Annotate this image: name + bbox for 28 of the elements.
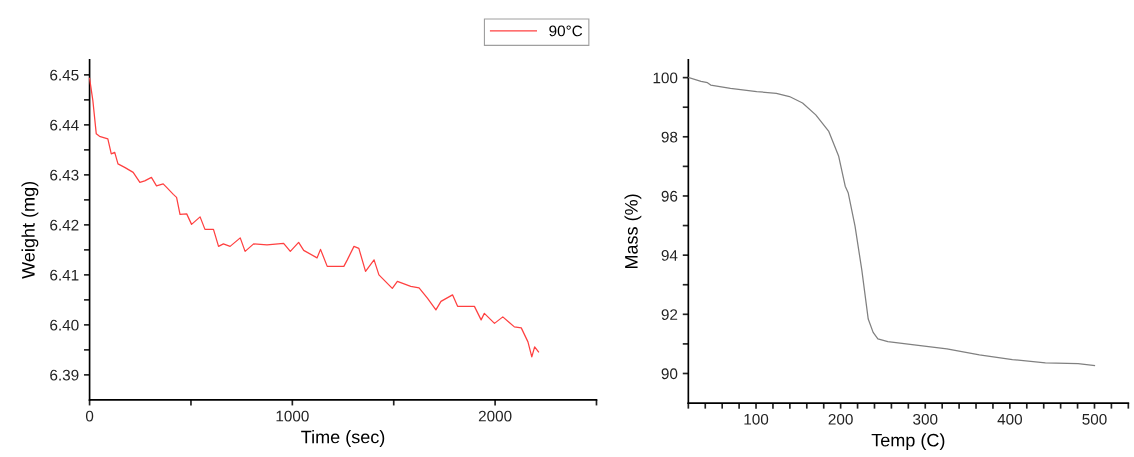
y-tick-label: 6.40 <box>50 319 79 331</box>
x-axis-title: Temp (C) <box>871 433 945 451</box>
x-tick-label: 0 <box>85 410 94 422</box>
y-tick-label: 94 <box>661 250 678 261</box>
x-axis-title: Time (sec) <box>301 430 385 447</box>
line-series <box>688 76 1096 367</box>
y-axis-title: Mass (%) <box>624 194 642 269</box>
line-series <box>88 77 540 358</box>
x-tick-label: 2000 <box>478 410 512 422</box>
y-tick-label: 100 <box>653 72 678 84</box>
y-axis-title: Weight (mg) <box>21 181 39 279</box>
legend-label: 90°C <box>549 25 583 37</box>
y-tick-label: 98 <box>661 131 678 143</box>
x-tick-label: 100 <box>744 413 769 425</box>
y-tick-label: 6.44 <box>50 119 79 131</box>
y-tick-label: 6.43 <box>50 169 79 181</box>
y-tick-label: 90 <box>661 368 678 380</box>
x-tick-label: 300 <box>913 413 938 425</box>
y-tick-label: 6.45 <box>50 69 79 81</box>
y-tick-label: 96 <box>661 190 678 202</box>
x-tick-label: 500 <box>1082 413 1107 425</box>
y-tick-label: 6.42 <box>50 219 79 231</box>
x-tick-label: 1000 <box>276 410 309 422</box>
x-tick-label: 200 <box>828 413 853 425</box>
x-tick-label: 400 <box>997 413 1023 425</box>
y-tick-label: 92 <box>661 309 678 320</box>
y-tick-label: 6.39 <box>50 369 79 381</box>
y-tick-label: 6.41 <box>50 269 79 281</box>
